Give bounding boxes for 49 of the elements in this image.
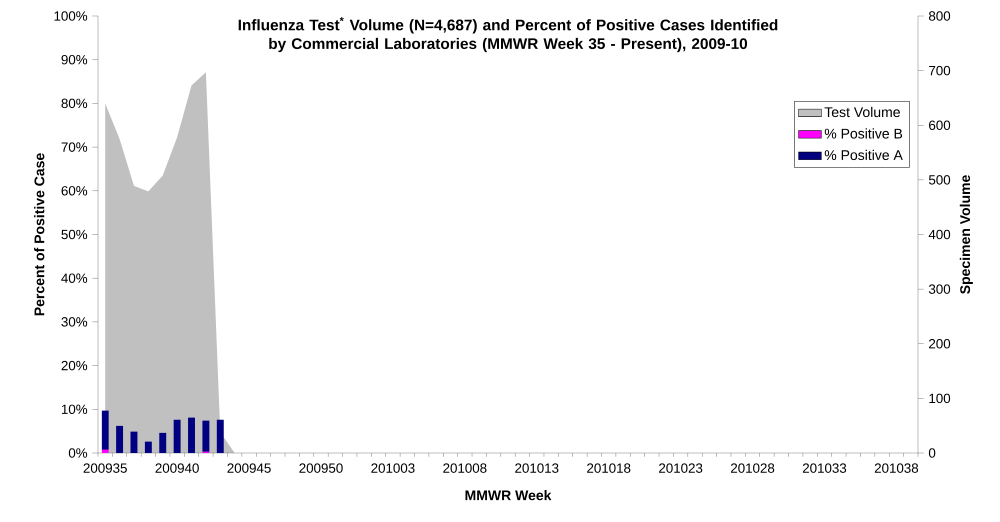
legend-label: % Positive A: [824, 150, 903, 160]
bar: [216, 420, 224, 453]
y2-tick-label: 400: [928, 230, 950, 240]
y2-tick-label: 200: [929, 339, 950, 348]
bar: [159, 432, 166, 453]
x-tick-label: 201018: [587, 463, 630, 473]
y-tick-label: 20%: [62, 360, 88, 370]
y-tick-label: 30%: [61, 317, 88, 327]
x-tick-label: 201003: [371, 463, 415, 473]
x-tick-label: 200940: [156, 463, 199, 473]
bar: [102, 410, 109, 450]
y-tick-label: 90%: [62, 54, 88, 64]
y2-tick-label: 600: [929, 120, 950, 130]
x-axis-title: MMWR Week: [466, 490, 552, 500]
x-tick-label: 201028: [730, 463, 774, 473]
y2-tick-label: 300: [928, 284, 950, 294]
bar: [188, 418, 195, 453]
x-tick-label: 201023: [659, 463, 702, 473]
y2-tick-label: 100: [929, 394, 950, 404]
x-tick-label: 201033: [802, 463, 846, 473]
bar: [102, 450, 109, 453]
y-tick-label: 60%: [62, 186, 88, 196]
x-tick-label: 201008: [443, 463, 486, 473]
bar: [174, 420, 181, 453]
x-tick-label: 201013: [515, 463, 558, 473]
bar: [202, 420, 210, 452]
y-tick-label: 0%: [68, 448, 88, 458]
y-tick-label: 80%: [62, 98, 88, 108]
y-tick-label: 40%: [61, 273, 88, 283]
legend-label: Test Volume: [824, 106, 900, 118]
y-tick-label: 50%: [61, 230, 88, 240]
y2-tick-label: 0: [928, 448, 936, 458]
x-tick-label: 200935: [84, 463, 127, 473]
y-tick-label: 70%: [62, 142, 88, 152]
text: Influenza Test$^{*}$ Volume (N=4,687) and Percent of Positive Cases Identified by Commercial Laboratories (MMWR Week 35 - Present), 2009-10: [238, 17, 778, 52]
y-tick-label: 100%: [54, 11, 88, 21]
y2-tick-label: 800: [928, 11, 950, 21]
y-axis-title: Percent of Positive Case: [34, 153, 44, 316]
y2-axis-title: Specimen Volume: [960, 175, 973, 294]
bar: [116, 426, 124, 453]
x-tick-label: 200945: [227, 463, 271, 473]
y2-tick-label: 500: [928, 175, 950, 185]
x-tick-label: 201038: [874, 463, 918, 473]
x-tick-label: 200950: [299, 463, 343, 473]
y2-tick-label: 700: [929, 66, 950, 76]
bar: [130, 432, 138, 453]
y-tick-label: 10%: [62, 404, 88, 414]
legend-label: % Positive B: [824, 128, 902, 139]
bar: [144, 442, 152, 453]
